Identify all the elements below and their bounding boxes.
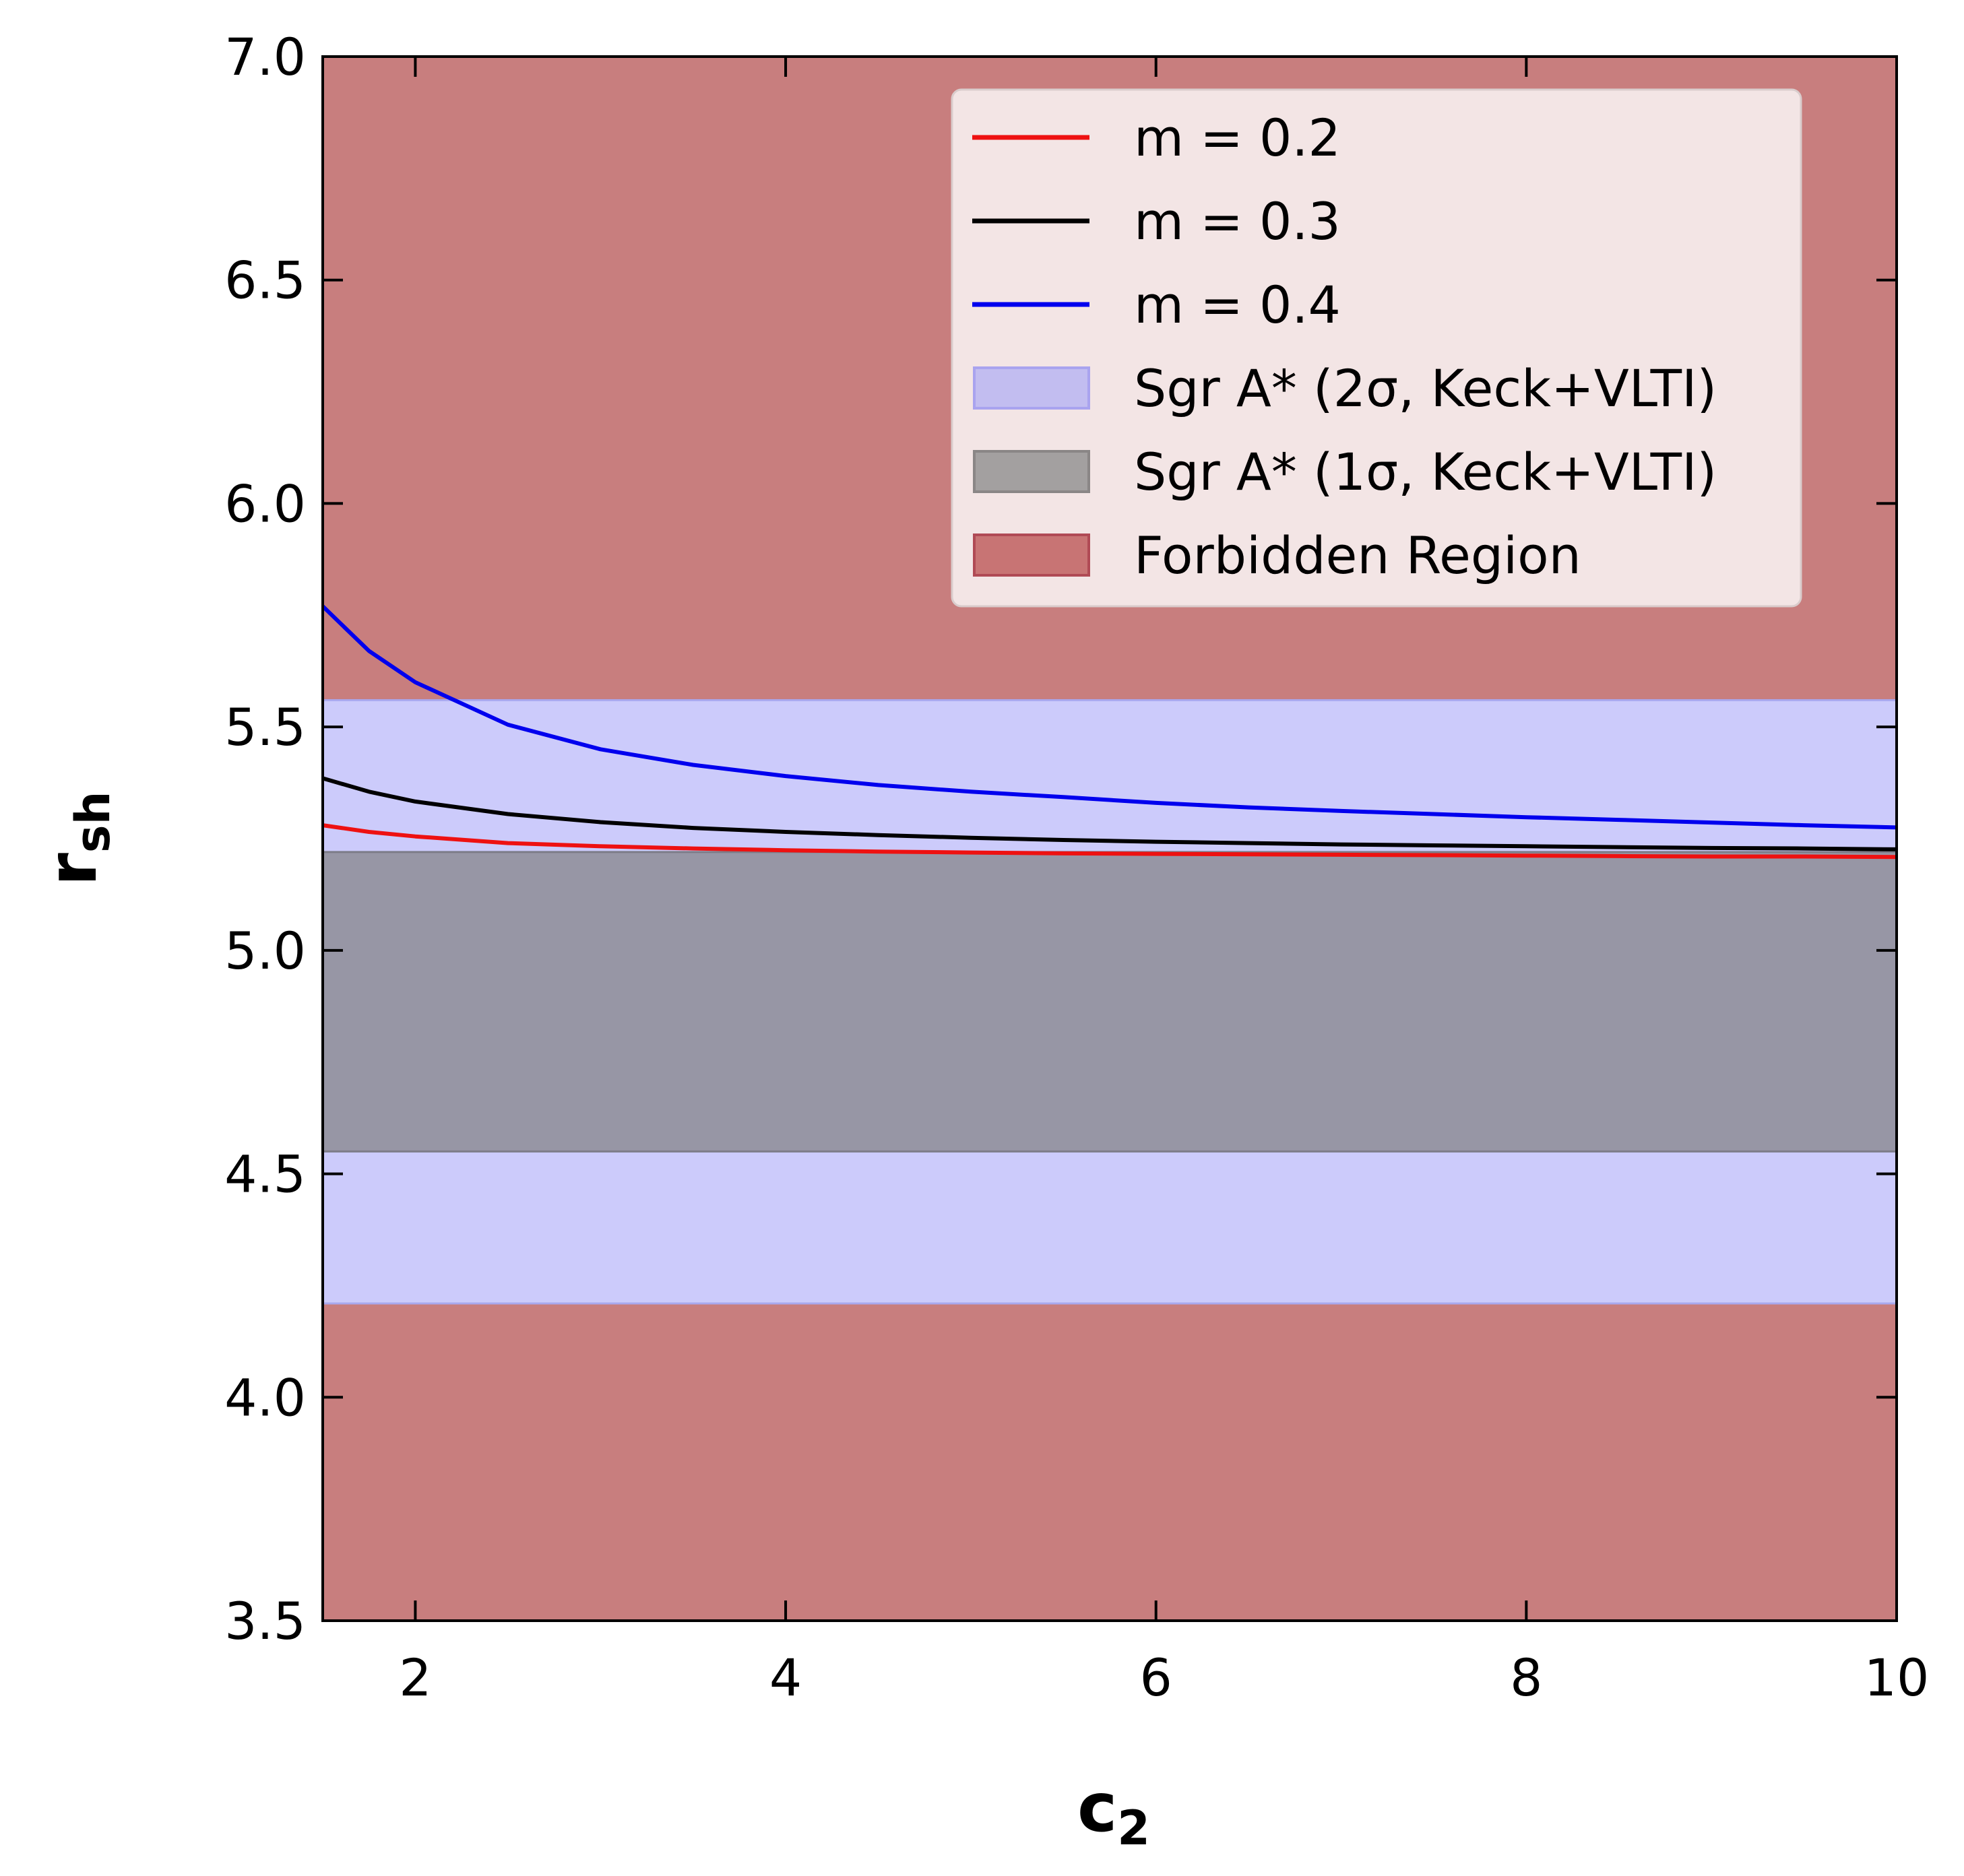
y-axis-label-sub: sh xyxy=(65,791,121,853)
y-tick-label: 7.0 xyxy=(224,27,306,87)
x-axis-label-sub: 2 xyxy=(1117,1801,1150,1856)
band-sgr-a-1-keck-vlti--3 xyxy=(323,851,1897,1152)
legend-label: Forbidden Region xyxy=(1134,525,1581,585)
legend-label: Sgr A* (2σ, Keck+VLTI) xyxy=(1134,358,1717,418)
legend-label: m = 0.2 xyxy=(1134,108,1341,168)
band-forbidden-region-1 xyxy=(323,1303,1897,1621)
legend-label: Sgr A* (1σ, Keck+VLTI) xyxy=(1134,442,1717,502)
series-line-m-0-2 xyxy=(322,823,1897,860)
x-tick-label: 4 xyxy=(769,1648,802,1708)
legend-patch-swatch xyxy=(973,366,1090,410)
x-tick-label: 2 xyxy=(399,1648,431,1708)
y-axis-label-base: r xyxy=(33,852,112,886)
legend: m = 0.2 m = 0.3 m = 0.4 Sgr A* (2σ, Keck+VL… xyxy=(951,88,1802,608)
y-tick-label: 5.0 xyxy=(224,921,306,981)
legend-entries: m = 0.2 m = 0.3 m = 0.4 Sgr A* (2σ, Keck+VL… xyxy=(972,108,1717,585)
y-tick-label: 4.5 xyxy=(224,1144,306,1204)
x-tick-label: 6 xyxy=(1140,1648,1172,1708)
axis-ticks: 2 4 6 8 10 3.5 4.0 4.5 5.0 5.5 6.0 6.5 7.0 xyxy=(224,27,1929,1708)
y-tick-label: 6.0 xyxy=(224,474,306,533)
x-tick-label: 10 xyxy=(1864,1648,1930,1708)
series-lines xyxy=(321,604,1897,860)
y-tick-label: 4.0 xyxy=(224,1367,306,1427)
y-tick-label: 5.5 xyxy=(224,697,306,757)
x-axis-label: c2 xyxy=(1077,1768,1150,1856)
legend-entry: m = 0.4 xyxy=(972,275,1341,335)
y-tick-label: 6.5 xyxy=(224,251,306,311)
x-tick-label: 8 xyxy=(1510,1648,1542,1708)
y-axis-label: rsh xyxy=(33,791,121,886)
legend-entry: Sgr A* (1σ, Keck+VLTI) xyxy=(973,442,1717,502)
legend-entry: m = 0.3 xyxy=(972,191,1341,251)
legend-patch-swatch xyxy=(973,450,1090,493)
legend-label: m = 0.4 xyxy=(1134,275,1341,335)
legend-label: m = 0.3 xyxy=(1134,191,1341,251)
plot-frame xyxy=(321,55,1898,1622)
legend-entry: Sgr A* (2σ, Keck+VLTI) xyxy=(973,358,1717,418)
legend-entry: Forbidden Region xyxy=(973,525,1581,585)
series-line-m-0-3 xyxy=(322,776,1897,851)
series-line-m-0-4 xyxy=(321,604,1897,830)
x-axis-label-base: c xyxy=(1077,1768,1117,1847)
legend-patch-swatch xyxy=(973,533,1090,577)
y-tick-label: 3.5 xyxy=(224,1591,306,1651)
legend-entry: m = 0.2 xyxy=(972,108,1341,168)
legend-box xyxy=(951,88,1802,608)
